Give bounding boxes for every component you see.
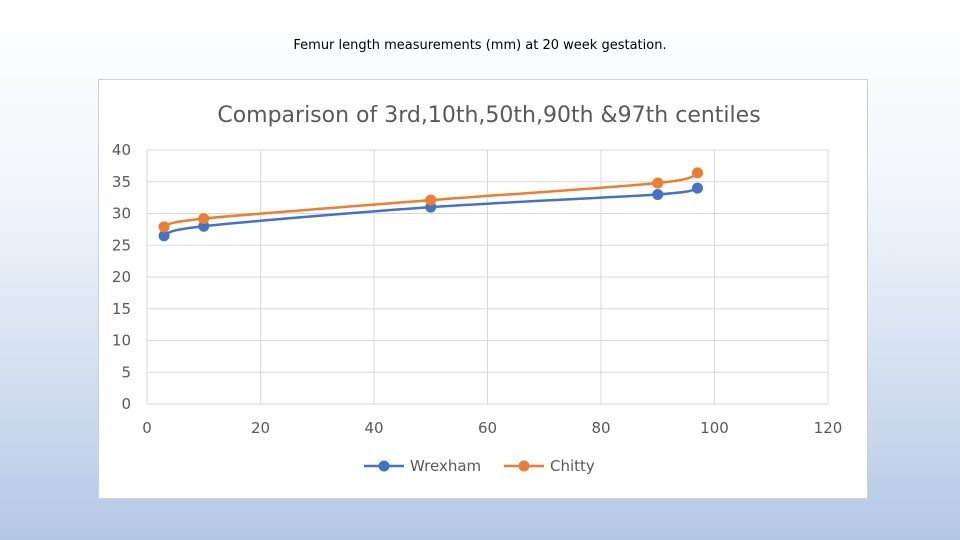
y-tick-label-2: 10 <box>112 332 131 350</box>
data-point-chitty-1 <box>198 213 210 225</box>
series-wrexham <box>158 182 703 242</box>
axis-tick-labels: 0 5 10 15 20 25 30 35 40 0 20 40 60 80 100 120 <box>112 141 842 437</box>
y-tick-label-6: 30 <box>112 205 131 223</box>
slide-title: Femur length measurements (mm) at 20 wee… <box>293 38 667 53</box>
y-tick-label-3: 15 <box>112 300 131 318</box>
chart-title: Comparison of 3rd,10th,50th,90th &97th c… <box>217 103 760 128</box>
legend-label-chitty: Chitty <box>550 457 595 475</box>
x-tick-label-6: 120 <box>814 419 843 437</box>
data-point-chitty-2 <box>425 194 437 206</box>
legend-marker-wrexham <box>378 460 390 472</box>
x-tick-label-5: 100 <box>700 419 729 437</box>
x-tick-label-2: 40 <box>364 419 383 437</box>
x-tick-label-4: 80 <box>591 419 610 437</box>
legend-item-wrexham: Wrexham <box>364 457 481 475</box>
x-tick-label-3: 60 <box>478 419 497 437</box>
data-point-wrexham-3 <box>652 188 664 200</box>
data-point-wrexham-1 <box>198 220 210 232</box>
legend-label-wrexham: Wrexham <box>410 457 481 475</box>
y-tick-label-0: 0 <box>121 395 131 413</box>
y-tick-label-4: 20 <box>112 268 131 286</box>
legend-item-chitty: Chitty <box>504 457 595 475</box>
grid <box>146 149 829 405</box>
x-tick-label-1: 20 <box>251 419 270 437</box>
data-point-wrexham-0 <box>158 230 170 242</box>
x-tick-label-0: 0 <box>142 419 152 437</box>
data-point-chitty-4 <box>691 167 703 179</box>
legend-marker-chitty <box>518 460 530 472</box>
data-point-chitty-0 <box>158 221 170 233</box>
chart-frame: Comparison of 3rd,10th,50th,90th &97th c… <box>98 79 868 499</box>
line-chart: Comparison of 3rd,10th,50th,90th &97th c… <box>112 103 842 475</box>
series-chitty <box>158 167 703 233</box>
data-point-wrexham-4 <box>691 182 703 194</box>
y-tick-label-7: 35 <box>112 173 131 191</box>
y-tick-label-5: 25 <box>112 236 131 254</box>
y-tick-label-8: 40 <box>112 141 131 159</box>
y-tick-label-1: 5 <box>121 363 131 381</box>
series <box>158 167 703 242</box>
legend: Wrexham Chitty <box>364 457 595 475</box>
data-point-chitty-3 <box>652 177 664 189</box>
